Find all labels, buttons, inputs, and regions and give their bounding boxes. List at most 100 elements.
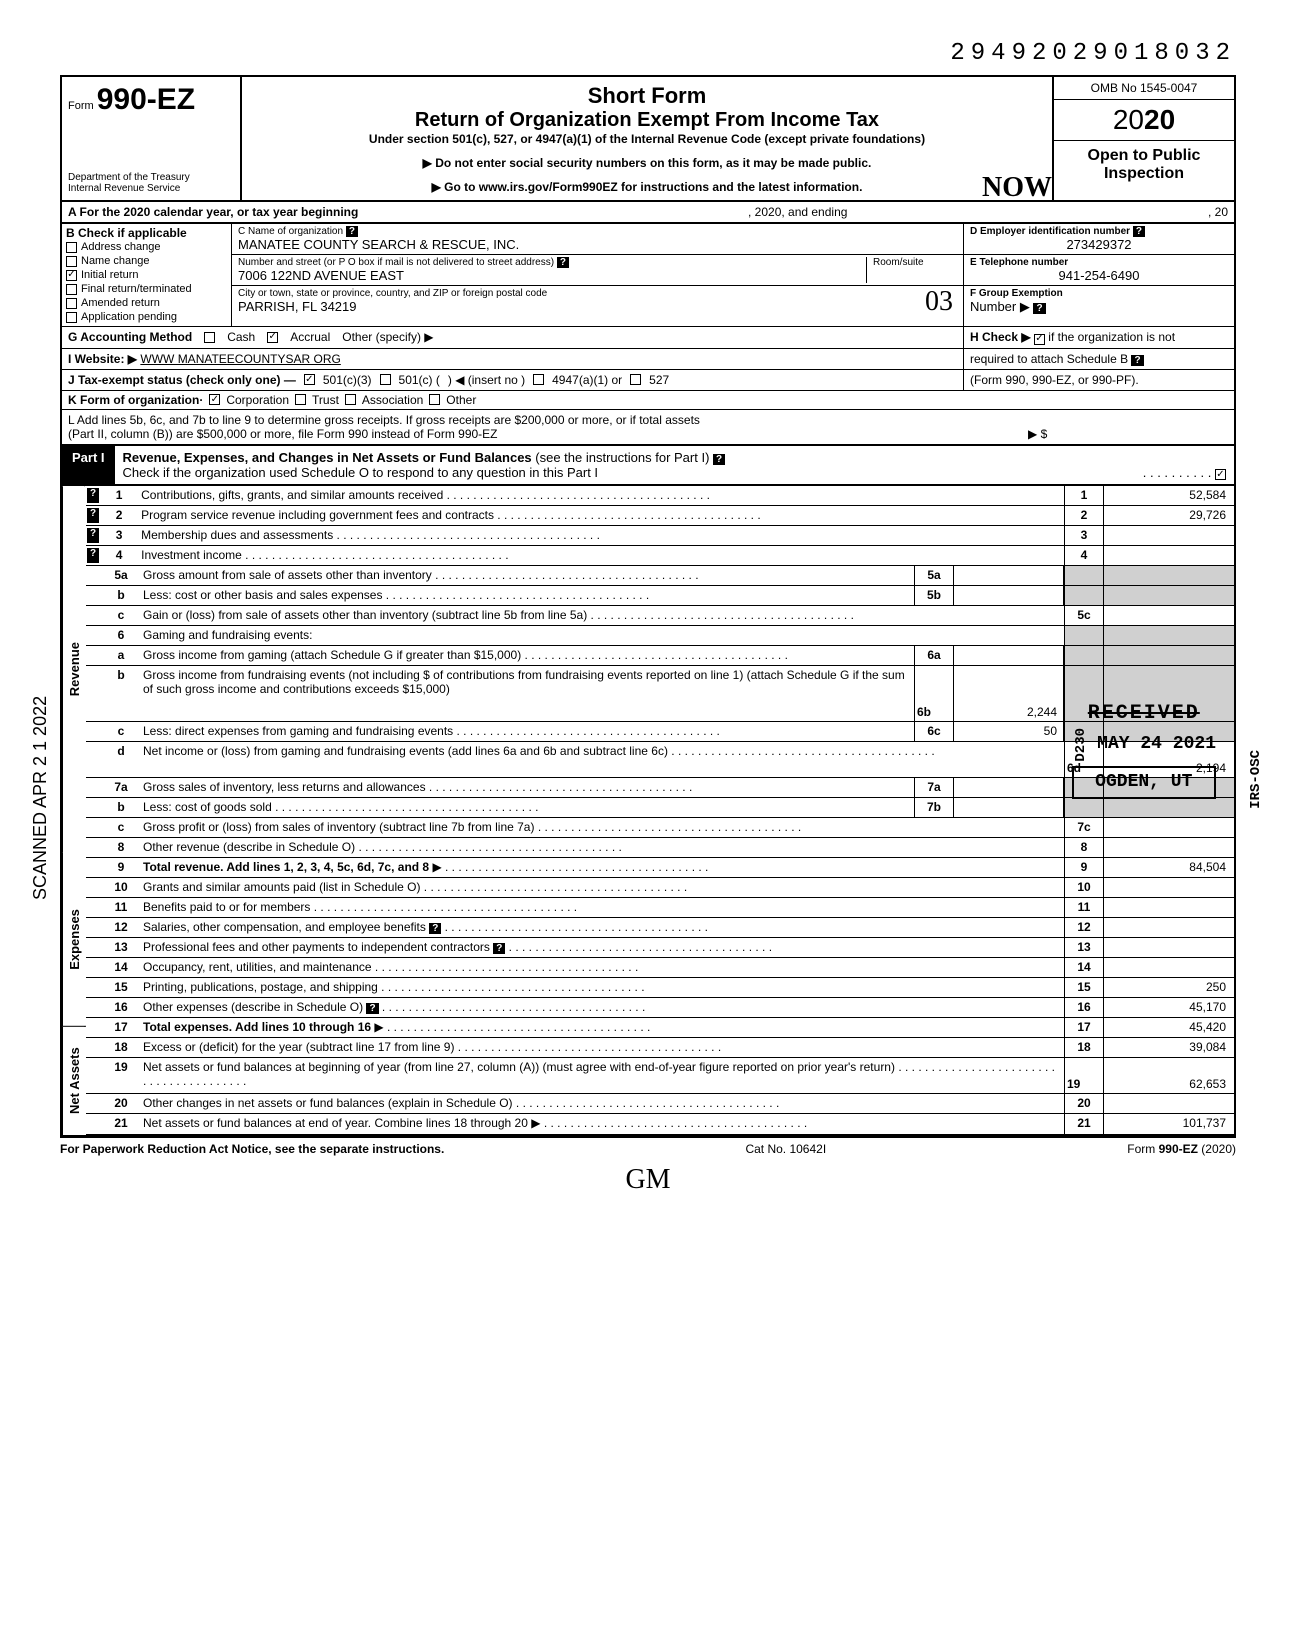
- checkbox-icon[interactable]: [295, 394, 306, 405]
- line-desc: Net assets or fund balances at beginning…: [143, 1060, 895, 1074]
- 501c3-label: 501(c)(3): [323, 373, 372, 387]
- cb-amended-return[interactable]: Amended return: [66, 296, 227, 310]
- insert-no: ) ◀ (insert no ): [448, 373, 525, 387]
- checkbox-icon[interactable]: [1034, 334, 1045, 345]
- section-b-label: B Check if applicable: [66, 226, 227, 240]
- line-num: d: [103, 742, 139, 777]
- part-1-body: Revenue Expenses Net Assets ?1Contributi…: [60, 486, 1236, 1136]
- part-1-title-bold: Revenue, Expenses, and Changes in Net As…: [123, 450, 532, 465]
- help-icon[interactable]: ?: [87, 488, 99, 503]
- row-17: 17Total expenses. Add lines 10 through 1…: [85, 1018, 1234, 1038]
- rt-val: 45,420: [1104, 1018, 1234, 1037]
- rt-num: 15: [1064, 978, 1104, 997]
- help-icon[interactable]: ?: [493, 943, 505, 954]
- line-num: 17: [103, 1018, 139, 1037]
- checkbox-icon[interactable]: [267, 332, 278, 343]
- checkbox-icon[interactable]: [429, 394, 440, 405]
- help-icon[interactable]: ?: [87, 528, 99, 543]
- rt-num: 18: [1064, 1038, 1104, 1057]
- help-icon[interactable]: ?: [557, 257, 569, 268]
- row-7b: bLess: cost of goods sold7b: [85, 798, 1234, 818]
- dept-line-1: Department of the Treasury: [68, 172, 234, 183]
- 4947a1-label: 4947(a)(1) or: [552, 373, 622, 387]
- help-icon[interactable]: ?: [1033, 303, 1045, 314]
- 527-label: 527: [649, 373, 669, 387]
- accrual-label: Accrual: [290, 330, 330, 344]
- row-5a: 5aGross amount from sale of assets other…: [85, 566, 1234, 586]
- mid-val: [954, 778, 1064, 797]
- line-desc: Grants and similar amounts paid (list in…: [143, 880, 420, 894]
- page-footer: For Paperwork Reduction Act Notice, see …: [60, 1136, 1236, 1160]
- row-12: 12Salaries, other compensation, and empl…: [85, 918, 1234, 938]
- form-number-text: 990-EZ: [97, 83, 195, 116]
- line-i-label: I Website: ▶: [68, 352, 137, 366]
- help-icon[interactable]: ?: [346, 226, 358, 237]
- checkbox-icon[interactable]: [630, 374, 641, 385]
- checkbox-icon[interactable]: [345, 394, 356, 405]
- entity-section: B Check if applicable Address change Nam…: [60, 224, 1236, 327]
- checkbox-icon[interactable]: [1215, 469, 1226, 480]
- side-labels: Revenue Expenses Net Assets: [60, 486, 84, 1136]
- help-icon[interactable]: ?: [1133, 226, 1145, 237]
- help-icon[interactable]: ?: [429, 923, 441, 934]
- cb-address-change[interactable]: Address change: [66, 240, 227, 254]
- line-g-label: G Accounting Method: [68, 330, 192, 344]
- checkbox-icon[interactable]: [380, 374, 391, 385]
- row-6d: dNet income or (loss) from gaming and fu…: [85, 742, 1234, 778]
- handwriting-03: 03: [925, 286, 953, 318]
- footer-right-post: (2020): [1198, 1142, 1236, 1156]
- rt-num: 3: [1064, 526, 1104, 545]
- cb-label: Initial return: [81, 269, 138, 281]
- help-icon[interactable]: ?: [366, 1003, 378, 1014]
- help-icon[interactable]: ?: [87, 548, 99, 563]
- rt-val: 29,726: [1104, 506, 1234, 525]
- rt-val: 52,584: [1104, 486, 1234, 505]
- checkbox-icon[interactable]: [304, 374, 315, 385]
- row-8: 8Other revenue (describe in Schedule O)8: [85, 838, 1234, 858]
- help-icon[interactable]: ?: [713, 454, 725, 465]
- help-icon[interactable]: ?: [87, 508, 99, 523]
- room-label: Room/suite: [873, 257, 957, 268]
- form-title: Return of Organization Exempt From Incom…: [252, 109, 1042, 132]
- line-num: 10: [103, 878, 139, 897]
- rt-shaded: [1064, 778, 1104, 797]
- line-desc: Gaming and fundraising events:: [143, 628, 312, 642]
- cb-initial-return[interactable]: Initial return: [66, 268, 227, 282]
- line-desc: Program service revenue including govern…: [141, 508, 494, 522]
- line-desc: Other expenses (describe in Schedule O): [143, 1000, 363, 1014]
- line-desc: Excess or (deficit) for the year (subtra…: [143, 1040, 454, 1054]
- rt-num: 10: [1064, 878, 1104, 897]
- checkbox-icon[interactable]: [209, 394, 220, 405]
- cb-application-pending[interactable]: Application pending: [66, 310, 227, 324]
- document-locator-number: 29492029018032: [60, 40, 1236, 67]
- help-icon[interactable]: ?: [1131, 355, 1143, 366]
- cb-name-change[interactable]: Name change: [66, 254, 227, 268]
- rt-val: [1104, 878, 1234, 897]
- instruction-1: ▶ Do not enter social security numbers o…: [252, 156, 1042, 170]
- part-1-title-rest: (see the instructions for Part I): [532, 450, 710, 465]
- cb-final-return[interactable]: Final return/terminated: [66, 282, 227, 296]
- section-b: B Check if applicable Address change Nam…: [62, 224, 232, 326]
- rt-val: 2,194: [1104, 742, 1234, 777]
- rt-num: 11: [1064, 898, 1104, 917]
- line-num: 7a: [103, 778, 139, 797]
- line-desc: Gross sales of inventory, less returns a…: [143, 780, 426, 794]
- line-num: c: [103, 606, 139, 625]
- lines-i-h2: I Website: ▶ WWW MANATEECOUNTYSAR ORG re…: [60, 349, 1236, 370]
- group-number-label: Number ▶: [970, 299, 1030, 314]
- line-l-1: L Add lines 5b, 6c, and 7b to line 9 to …: [68, 413, 1028, 427]
- rt-val: [1104, 898, 1234, 917]
- lines-j-h3: J Tax-exempt status (check only one) — 5…: [60, 370, 1236, 391]
- checkbox-icon[interactable]: [533, 374, 544, 385]
- irs-osc-stamp: IRS-OSC: [1248, 750, 1264, 809]
- line-desc: Salaries, other compensation, and employ…: [143, 920, 426, 934]
- section-de: D Employer identification number ? 27342…: [964, 224, 1234, 326]
- line-num: 6: [103, 626, 139, 645]
- row-7c: cGross profit or (loss) from sales of in…: [85, 818, 1234, 838]
- line-h-3: required to attach Schedule B: [970, 352, 1128, 366]
- rt-val: [1104, 938, 1234, 957]
- checkbox-icon[interactable]: [204, 332, 215, 343]
- mid-num: 6a: [914, 646, 954, 665]
- line-desc: Net assets or fund balances at end of ye…: [143, 1116, 528, 1130]
- scanned-stamp: SCANNED APR 2 1 2022: [30, 696, 51, 900]
